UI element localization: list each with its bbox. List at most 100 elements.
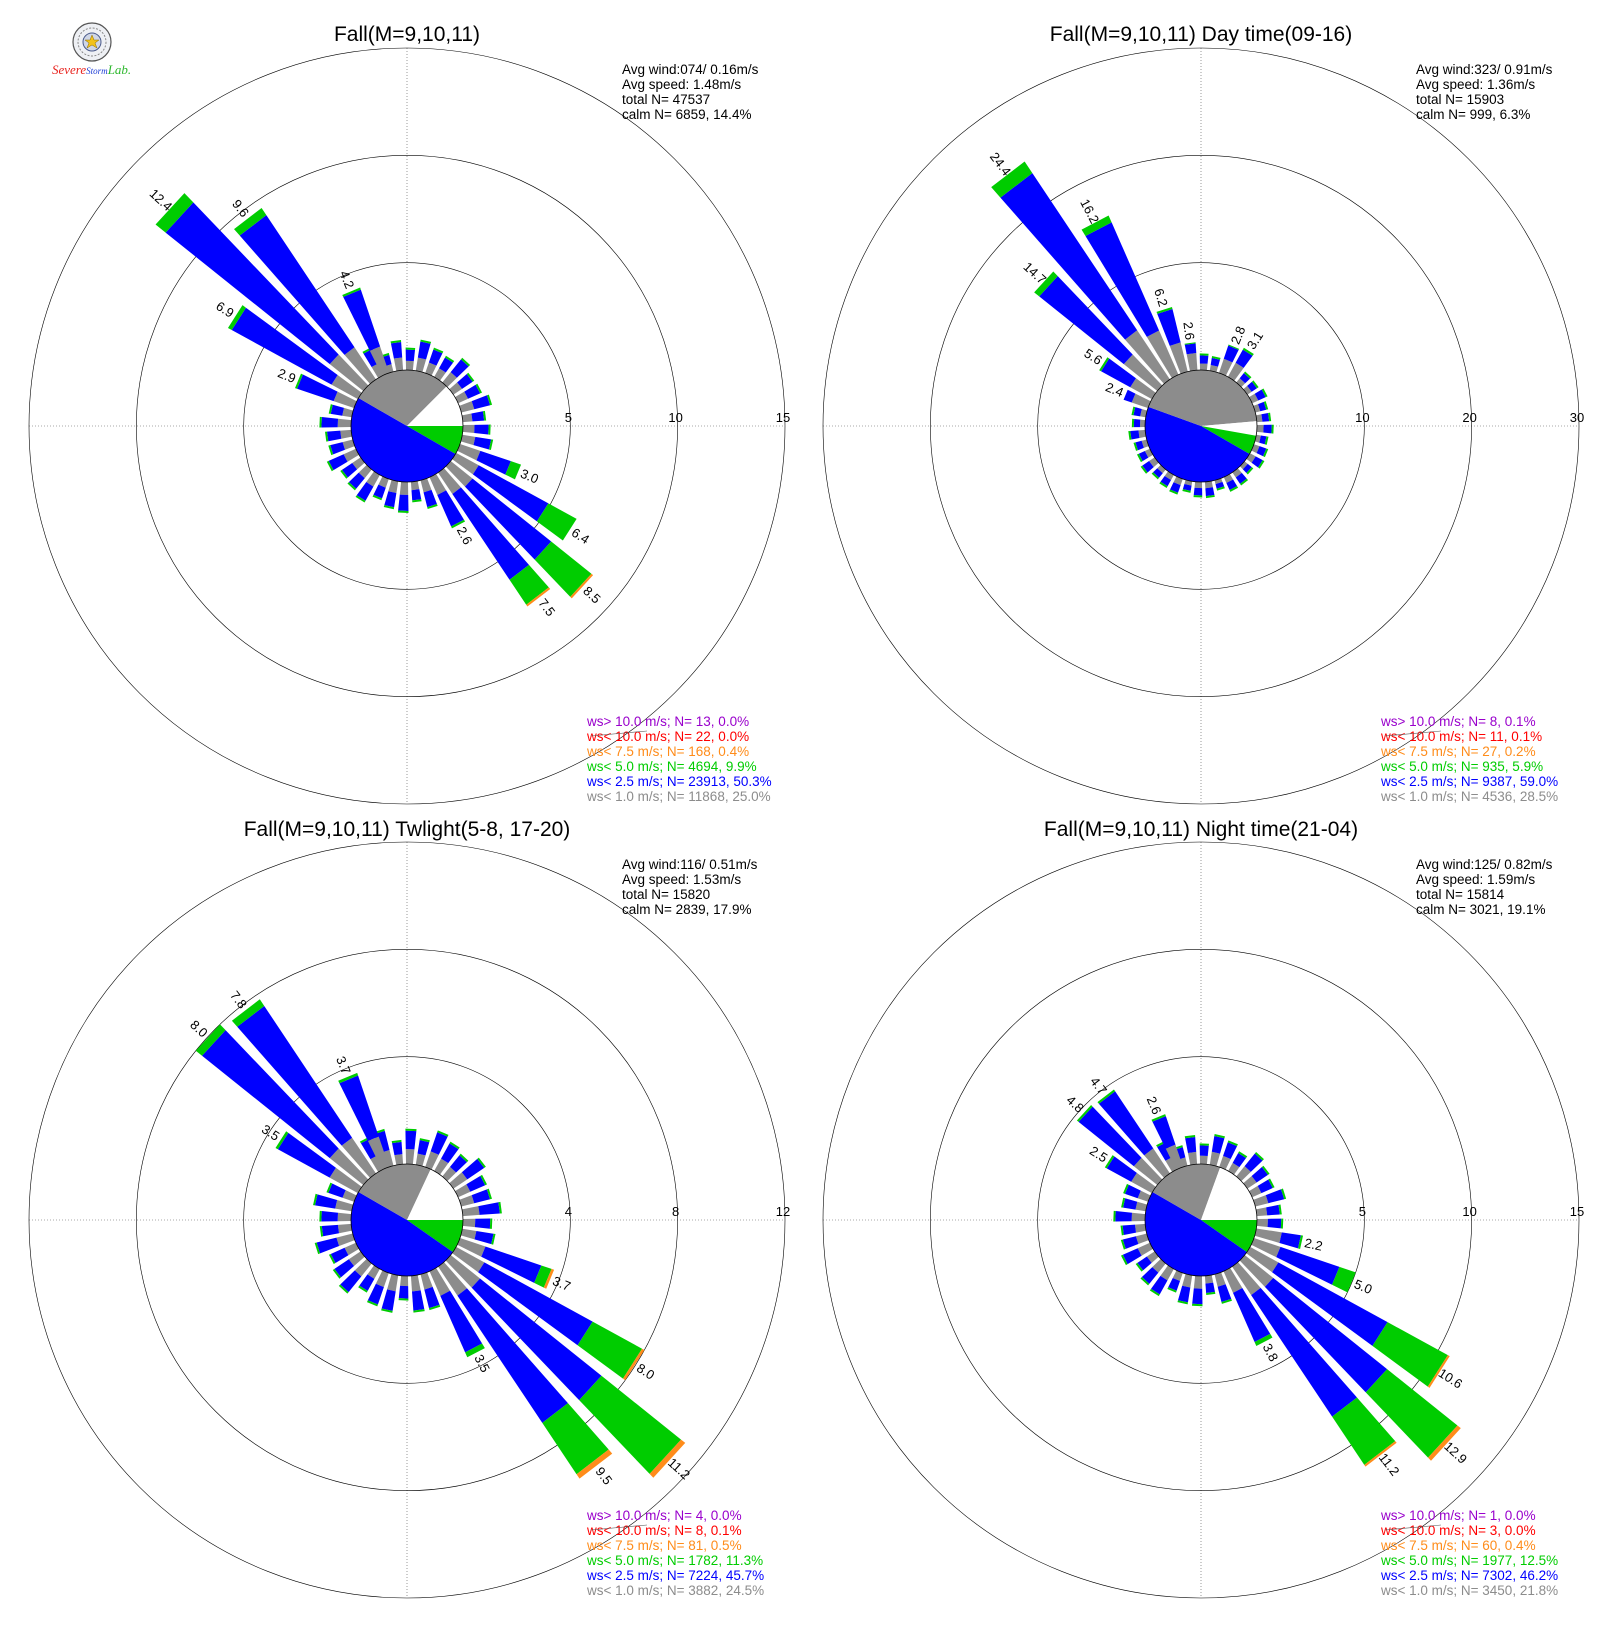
- fringe-bar: [1135, 1233, 1149, 1245]
- petal-bar: [294, 373, 303, 389]
- fringe-bar: [392, 1141, 403, 1156]
- ring-label: 12: [776, 1204, 790, 1219]
- petal-bar: [478, 1262, 593, 1346]
- fringe-bar: [1169, 489, 1179, 495]
- fringe-bar: [442, 372, 457, 388]
- petal-bar: [1151, 1114, 1166, 1122]
- petal-label: 4.8: [1064, 1092, 1087, 1115]
- petal-bar: [1034, 271, 1058, 297]
- petal-bar: [1039, 276, 1133, 365]
- petal-bar: [1332, 1397, 1396, 1465]
- fringe-bar: [442, 1166, 457, 1182]
- fringe-bar: [340, 429, 353, 439]
- fringe-bar: [461, 1206, 480, 1217]
- fringe-bar: [466, 1175, 486, 1192]
- windrose-panel-3: 4 8 123.78.011.29.53.53.58.07.83.7Fall(M=9…: [28, 818, 790, 1599]
- fringe-bar: [480, 1174, 488, 1186]
- legend-entry: ws< 1.0 m/s; N= 4536, 28.5%: [1380, 789, 1558, 804]
- fringe-bar: [1229, 486, 1239, 492]
- petal-bar: [481, 1246, 542, 1283]
- logo-word-storm: Storm: [86, 66, 108, 76]
- fringe-bar: [315, 1194, 338, 1209]
- fringe-bar: [437, 1130, 449, 1137]
- fringe-bar: [328, 1183, 346, 1198]
- ring-2: [136, 949, 678, 1491]
- fringe-bar: [334, 1259, 355, 1278]
- fringe-bar: [449, 382, 463, 395]
- fringe-bar: [1168, 1277, 1181, 1291]
- fringe-bar: [1121, 1254, 1128, 1266]
- fringe-bar: [1139, 419, 1146, 428]
- petal-bar: [339, 1075, 379, 1141]
- petal-label: 8.0: [187, 1017, 210, 1040]
- fringe-bar: [313, 1193, 318, 1206]
- fringe-bar: [455, 391, 469, 404]
- fringe-bar: [1199, 355, 1209, 364]
- calm-sector: [407, 386, 463, 426]
- legend-entry: ws< 5.0 m/s; N= 1977, 12.5%: [1380, 1553, 1558, 1568]
- petal-bar: [234, 207, 267, 236]
- fringe-bar: [1136, 453, 1143, 463]
- legend-entry: ws< 1.0 m/s; N= 11868, 25.0%: [586, 789, 771, 804]
- fringe-bar: [1130, 430, 1140, 440]
- fringe-bar: [1113, 1210, 1116, 1222]
- fringe-bar: [1239, 373, 1251, 384]
- fringe-bar: [462, 424, 475, 434]
- fringe-bar: [1135, 1201, 1148, 1212]
- stat-avg-wind: Avg wind:323/ 0.91m/s: [1416, 62, 1553, 77]
- petal-bar: [445, 461, 473, 487]
- fringe-bar: [425, 362, 437, 376]
- fringe-bar: [486, 1188, 492, 1200]
- legend-entry: ws< 10.0 m/s; N= 22, 0.0%: [586, 729, 749, 744]
- fringe-bar: [474, 1218, 491, 1229]
- fringe-bar: [478, 1202, 500, 1215]
- fringe-bar: [1128, 430, 1132, 440]
- fringe-bar: [471, 1189, 491, 1204]
- severe-storm-lab-logo: SevereStormLab.: [52, 22, 152, 84]
- legend-divider: [1384, 730, 1442, 737]
- petal-bar: [1279, 1232, 1301, 1249]
- stat-avg-speed: Avg speed: 1.48m/s: [622, 77, 741, 92]
- petal-bar: [1165, 1144, 1184, 1170]
- ring-label: 10: [668, 410, 682, 425]
- fringe-bar: [1194, 481, 1203, 489]
- fringe-bar: [1211, 1136, 1225, 1154]
- calm-sector: [407, 1220, 463, 1253]
- fringe-bar: [1137, 1242, 1153, 1256]
- fringe-bar: [340, 1270, 362, 1293]
- fringe-bar: [405, 360, 414, 371]
- calm-sector: [351, 398, 456, 482]
- petal-bar: [1239, 1255, 1274, 1287]
- legend-entry: ws< 10.0 m/s; N= 8, 0.1%: [586, 1523, 742, 1538]
- petal-bar: [1428, 1425, 1461, 1461]
- petal-label: 2.2: [1303, 1235, 1324, 1254]
- fringe-bar: [367, 1265, 380, 1279]
- fringe-bar: [410, 480, 420, 491]
- petal-bar: [202, 1030, 339, 1159]
- fringe-bar: [1199, 1143, 1210, 1146]
- petal-bar: [239, 215, 355, 355]
- fringe-bar: [1265, 1189, 1285, 1204]
- petal-bar: [1251, 1287, 1357, 1417]
- petal-bar: [1427, 1355, 1450, 1388]
- calm-sector: [407, 1169, 463, 1220]
- fringe-bar: [461, 413, 473, 423]
- ring-label: 15: [1570, 1204, 1584, 1219]
- fringe-bar: [459, 1195, 475, 1207]
- stat-total: total N= 15903: [1416, 92, 1504, 107]
- petal-bar: [341, 1137, 376, 1178]
- fringe-bar: [475, 383, 483, 394]
- petal-bar: [1184, 342, 1196, 345]
- fringe-bar: [347, 482, 357, 491]
- fringe-bar: [1256, 1218, 1268, 1227]
- calm-sector: [1201, 370, 1257, 426]
- legend-divider: [590, 1524, 648, 1531]
- fringe-bar: [1191, 1303, 1203, 1307]
- fringe-bar: [420, 339, 432, 344]
- fringe-bar: [427, 504, 438, 510]
- fringe-bar: [1204, 1274, 1214, 1284]
- fringe-bar: [391, 1139, 402, 1144]
- fringe-bar: [1199, 1145, 1209, 1156]
- fringe-bar: [393, 357, 404, 372]
